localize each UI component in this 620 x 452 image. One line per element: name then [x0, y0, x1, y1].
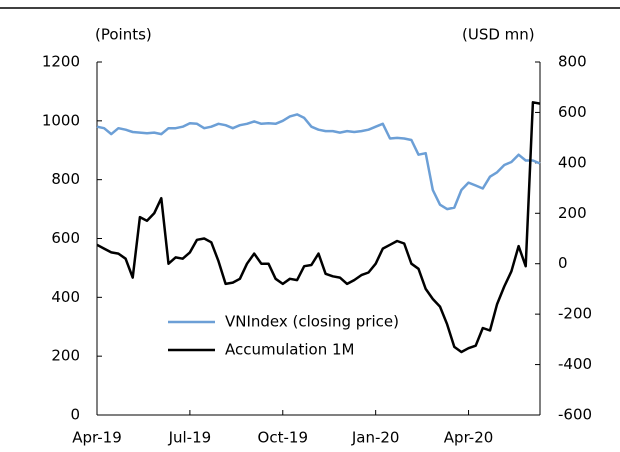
- x-tick-label: Jul-19: [168, 429, 212, 447]
- legend-label: VNIndex (closing price): [225, 313, 399, 331]
- y2-tick-label: -400: [558, 355, 592, 373]
- y-tick-label: 400: [51, 288, 80, 306]
- y2-tick-label: -600: [558, 406, 592, 424]
- y-tick-label: 800: [51, 170, 80, 188]
- y2-tick-label: 800: [558, 53, 587, 71]
- series-line: [96, 101, 541, 354]
- y2-tick-label: 400: [558, 153, 587, 171]
- y-tick-label: 1000: [42, 111, 80, 129]
- x-tick-label: Jan-20: [351, 429, 400, 447]
- x-tick-label: Oct-19: [258, 429, 308, 447]
- x-tick-label: Apr-19: [72, 429, 122, 447]
- y-axis-label: (Points): [95, 26, 152, 44]
- y-tick-label: 600: [51, 229, 80, 247]
- y-tick-label: 200: [51, 347, 80, 365]
- series-line: [96, 113, 541, 211]
- y2-tick-label: 0: [558, 254, 568, 272]
- y2-tick-label: 600: [558, 103, 587, 121]
- legend-label: Accumulation 1M: [225, 341, 354, 359]
- y-tick-label: 1200: [42, 53, 80, 71]
- y2-tick-label: -200: [558, 305, 592, 323]
- y2-axis-label: (USD mn): [462, 26, 535, 44]
- y2-tick-label: 200: [558, 204, 587, 222]
- x-tick-label: Apr-20: [444, 429, 494, 447]
- y-tick-label: 0: [70, 406, 80, 424]
